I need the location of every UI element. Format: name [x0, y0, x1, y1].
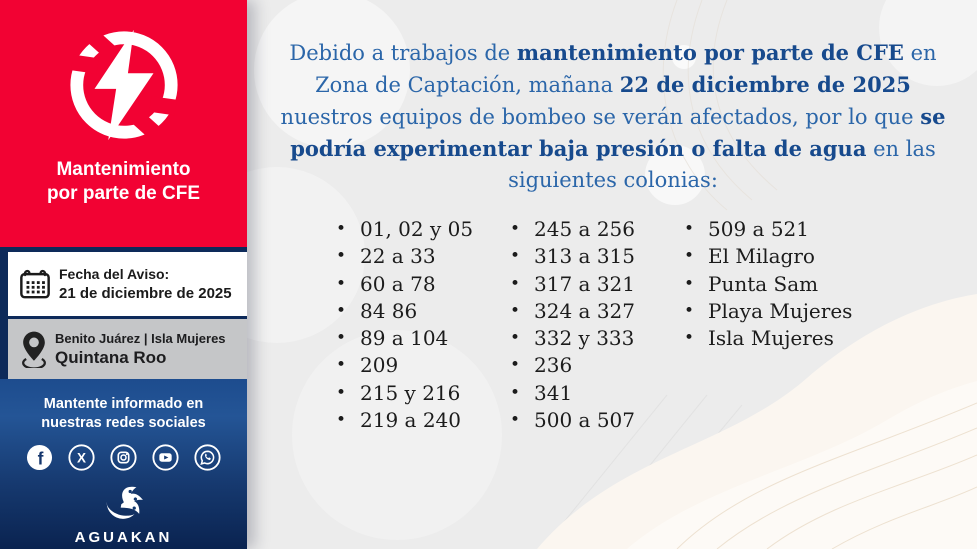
social-icons-row: f X: [26, 444, 221, 471]
announcement-segment: en las siguientes colonias:: [508, 137, 936, 192]
colonia-item: 313 a 315: [507, 243, 681, 271]
announcement-segment: se podría experimentar baja presión o fa…: [290, 104, 946, 161]
alert-title-line1: Mantenimiento: [56, 159, 191, 180]
content-area: Debido a trabajos de mantenimiento por p…: [247, 0, 977, 549]
whatsapp-icon[interactable]: [194, 444, 221, 471]
announcement-text: Debido a trabajos de mantenimiento por p…: [267, 37, 959, 196]
announcement-segment: Debido a trabajos de: [289, 41, 517, 65]
colonias-lists: 01, 02 y 0522 a 3360 a 7884 8689 a 10420…: [333, 216, 855, 435]
colonia-item: Punta Sam: [681, 271, 855, 299]
facebook-icon[interactable]: f: [26, 444, 53, 471]
calendar-icon: [20, 269, 50, 299]
svg-text:X: X: [77, 450, 86, 465]
brand-name: AGUAKAN: [74, 529, 173, 546]
svg-text:f: f: [38, 448, 44, 468]
colonia-item: 89 a 104: [333, 325, 507, 353]
location-line2: Quintana Roo: [55, 348, 167, 367]
notice-date-panel: Fecha del Aviso: 21 de diciembre de 2025: [8, 252, 247, 316]
sidebar: Mantenimiento por parte de CFE Fecha del…: [0, 0, 247, 549]
alert-header: Mantenimiento por parte de CFE: [0, 0, 247, 247]
youtube-icon[interactable]: [152, 444, 179, 471]
aguakan-wave-logo: [107, 486, 144, 519]
colonia-item: 22 a 33: [333, 243, 507, 271]
colonia-item: 317 a 321: [507, 271, 681, 299]
colonias-column-2: 245 a 256313 a 315317 a 321324 a 327332 …: [507, 216, 681, 435]
alert-title-line2: por parte de CFE: [46, 183, 201, 204]
announcement-segment: en Zona de Captación, mañana: [315, 41, 937, 97]
colonia-item: 84 86: [333, 298, 507, 326]
colonia-item: 341: [507, 380, 681, 408]
colonia-item: 236: [507, 352, 681, 380]
colonia-item: Isla Mujeres: [681, 325, 855, 353]
colonia-item: 209: [333, 352, 507, 380]
power-outage-icon: [69, 29, 178, 141]
notice-date-label: Fecha del Aviso:: [59, 265, 170, 282]
announcement-segment: nuestros equipos de bombeo se verán afec…: [280, 105, 921, 129]
social-heading-line1: Mantente informado en: [43, 396, 204, 412]
colonia-item: 332 y 333: [507, 325, 681, 353]
social-heading: Mantente informado en nuestras redes soc…: [41, 395, 205, 433]
colonia-item: 245 a 256: [507, 216, 681, 244]
colonia-item: 215 y 216: [333, 380, 507, 408]
location-pin-icon: [22, 331, 46, 368]
colonias-column-1: 01, 02 y 0522 a 3360 a 7884 8689 a 10420…: [333, 216, 507, 435]
colonias-column-3: 509 a 521El MilagroPunta SamPlaya Mujere…: [681, 216, 855, 434]
colonia-item: 219 a 240: [333, 407, 507, 435]
announcement-segment: 22 de diciembre de 2025: [619, 72, 911, 97]
location-panel: Benito Juárez | Isla Mujeres Quintana Ro…: [8, 319, 247, 379]
announcement-segment: mantenimiento por parte de CFE: [516, 40, 904, 65]
colonia-item: 324 a 327: [507, 298, 681, 326]
instagram-icon[interactable]: [110, 444, 137, 471]
brand: AGUAKAN: [75, 481, 173, 546]
x-twitter-icon[interactable]: X: [68, 444, 95, 471]
notice-date-value: 21 de diciembre de 2025: [59, 284, 232, 302]
colonia-item: 500 a 507: [507, 407, 681, 435]
colonia-item: 01, 02 y 05: [333, 216, 507, 244]
colonia-item: El Milagro: [681, 243, 855, 271]
social-heading-line2: nuestras redes sociales: [41, 415, 206, 431]
colonia-item: 509 a 521: [681, 216, 855, 244]
social-panel: Mantente informado en nuestras redes soc…: [0, 379, 247, 549]
colonia-item: 60 a 78: [333, 271, 507, 299]
alert-title: Mantenimiento por parte de CFE: [47, 158, 200, 206]
location-line1: Benito Juárez | Isla Mujeres: [55, 331, 226, 346]
colonia-item: Playa Mujeres: [681, 298, 855, 326]
